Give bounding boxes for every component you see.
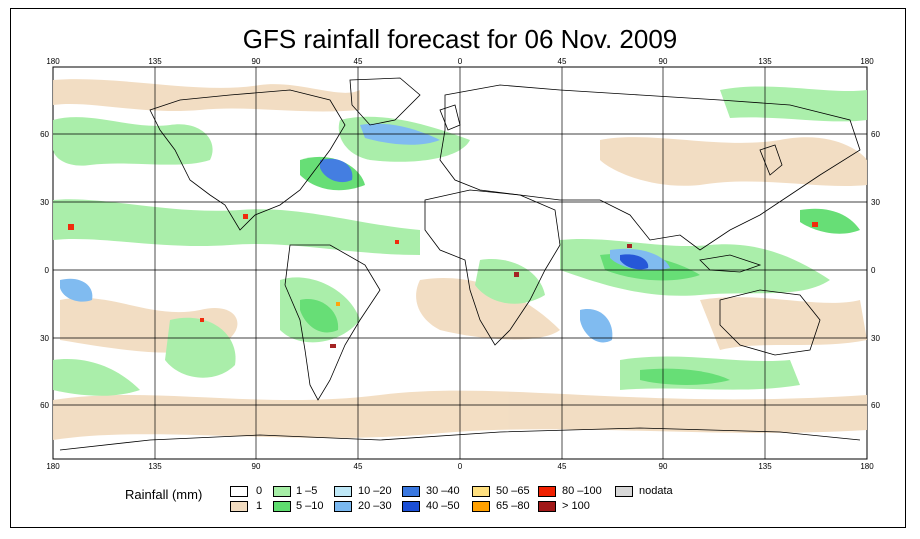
lat-ticks-left: 60 30 0 30 60 [40,130,49,410]
legend-swatch [230,501,248,512]
lat-tick-label: 60 [40,401,49,410]
legend-label: 40 –50 [426,500,460,512]
legend-swatch [472,501,490,512]
lon-tick-label: 180 [860,462,874,471]
lon-tick-label: 0 [458,57,463,66]
rainfall-field [53,79,867,440]
lon-tick-label: 90 [252,57,261,66]
lat-ticks-right: 60 30 0 30 60 [871,130,880,410]
legend-swatch [273,501,291,512]
legend-swatch [538,486,556,497]
legend-swatch [402,501,420,512]
lat-tick-label: 60 [871,401,880,410]
legend-label: 20 –30 [358,500,392,512]
lon-tick-label: 180 [46,57,60,66]
lat-tick-label: 30 [871,198,880,207]
lon-tick-label: 90 [252,462,261,471]
lon-tick-label: 90 [659,462,668,471]
lon-tick-label: 0 [458,462,463,471]
lat-tick-label: 30 [40,334,49,343]
graticule [53,67,867,459]
legend-label: 80 –100 [562,485,602,497]
legend-swatch [402,486,420,497]
legend-swatch [615,486,633,497]
lon-tick-label: 180 [46,462,60,471]
lon-ticks-top: 180 135 90 45 0 45 90 135 180 [46,57,874,66]
legend-swatch [230,486,248,497]
lon-tick-label: 135 [148,462,162,471]
legend-label: nodata [639,485,673,497]
legend-swatch [538,501,556,512]
lat-tick-label: 30 [40,198,49,207]
legend-swatch [334,486,352,497]
legend-label: > 100 [562,500,590,512]
map-title: GFS rainfall forecast for 06 Nov. 2009 [242,24,678,54]
lon-tick-label: 180 [860,57,874,66]
lon-tick-label: 135 [148,57,162,66]
legend-label: 1 [256,500,263,512]
legend-label: 0 [256,485,263,497]
legend-swatch [273,486,291,497]
figure-frame [10,8,906,528]
legend-swatch [472,486,490,497]
legend-label: 30 –40 [426,485,460,497]
lon-tick-label: 45 [354,57,363,66]
lat-tick-label: 60 [871,130,880,139]
legend-swatch [334,501,352,512]
legend-label: 10 –20 [358,485,392,497]
legend-label: 65 –80 [496,500,530,512]
lon-tick-label: 45 [354,462,363,471]
coastlines [59,77,861,451]
legend-title: Rainfall (mm) [125,487,203,502]
lat-tick-label: 0 [871,266,876,275]
legend-label: 5 –10 [296,500,324,512]
lat-tick-label: 60 [40,130,49,139]
legend-label: 50 –65 [496,485,530,497]
lon-tick-label: 45 [558,462,567,471]
legend-label: 1 –5 [296,485,318,497]
lon-tick-label: 45 [558,57,567,66]
lon-tick-label: 90 [659,57,668,66]
lon-tick-label: 135 [758,462,772,471]
lat-tick-label: 30 [871,334,880,343]
lon-ticks-bottom: 180 135 90 45 0 45 90 135 180 [46,462,874,471]
lat-tick-label: 0 [45,266,50,275]
lon-tick-label: 135 [758,57,772,66]
